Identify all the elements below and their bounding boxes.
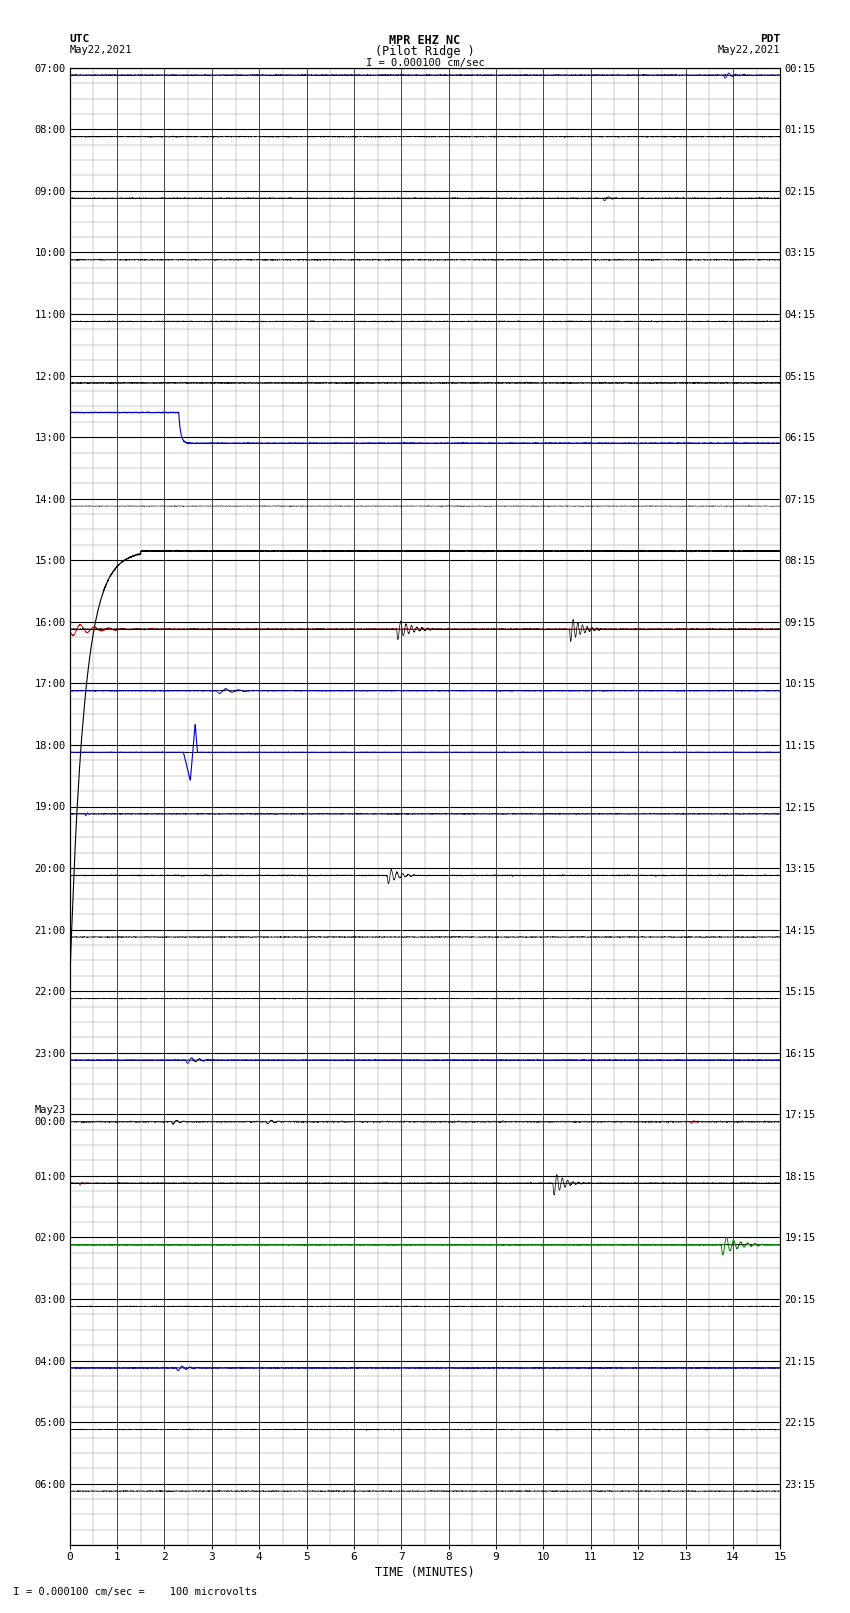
X-axis label: TIME (MINUTES): TIME (MINUTES) [375,1566,475,1579]
Text: May22,2021: May22,2021 [70,45,133,55]
Text: PDT: PDT [760,34,780,44]
Text: I = 0.000100 cm/sec: I = 0.000100 cm/sec [366,58,484,68]
Text: = 0.000100 cm/sec =    100 microvolts: = 0.000100 cm/sec = 100 microvolts [26,1587,257,1597]
Text: MPR EHZ NC: MPR EHZ NC [389,34,461,47]
Text: May22,2021: May22,2021 [717,45,780,55]
Text: (Pilot Ridge ): (Pilot Ridge ) [375,45,475,58]
Text: I: I [13,1587,20,1597]
Text: UTC: UTC [70,34,90,44]
